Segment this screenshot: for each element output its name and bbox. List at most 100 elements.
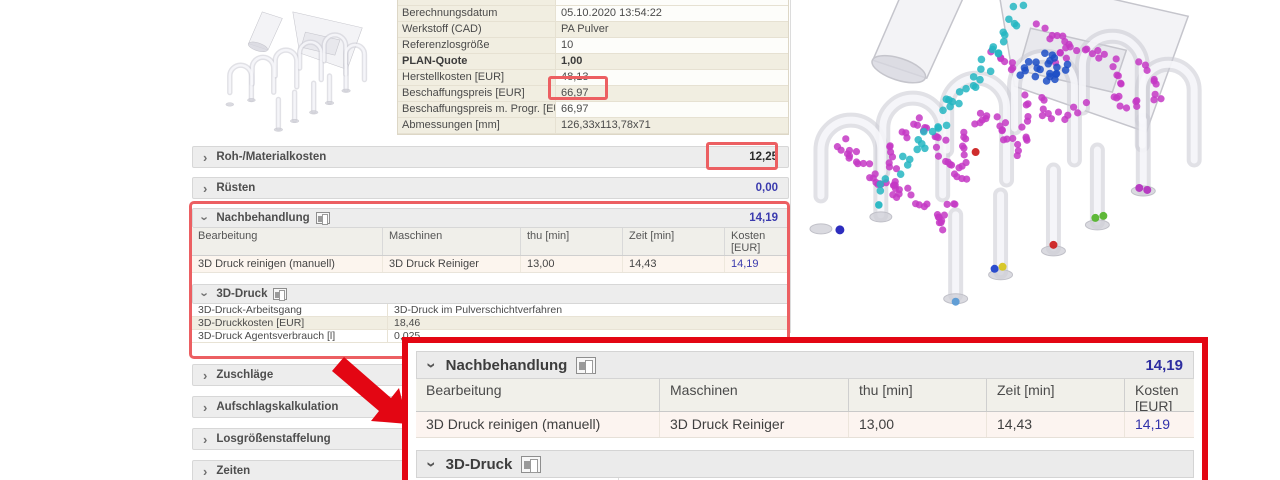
nachbehandlung-table-header-zoomed: Bearbeitung Maschinen thu [min] Zeit [mi… — [416, 379, 1194, 412]
chevron-right-icon: › — [203, 431, 208, 447]
detach-window-icon — [521, 455, 542, 473]
druck-value: 18,46 — [394, 317, 421, 329]
part-thumbnail — [195, 0, 387, 150]
zoom-callout: › Nachbehandlung 14,19 Bearbeitung Masch… — [402, 337, 1208, 480]
property-row-beschaffungspreis: Beschaffungspreis [EUR] 66,97 — [398, 86, 788, 102]
section-nachbehandlung[interactable]: › Nachbehandlung 14,19 — [192, 208, 789, 228]
section-nachbehandlung-zoomed: › Nachbehandlung 14,19 — [416, 351, 1194, 379]
property-row: Referenzlosgröße 10 — [398, 38, 788, 54]
property-value: PA Pulver — [556, 22, 788, 37]
column-header: Zeit [min] — [986, 379, 1124, 411]
section-3d-druck[interactable]: › 3D-Druck — [192, 284, 789, 304]
nachbehandlung-table-row-zoomed: 3D Druck reinigen (manuell) 3D Druck Rei… — [416, 412, 1194, 438]
chevron-right-icon: › — [203, 463, 208, 479]
cell-kosten: 14,19 — [1124, 412, 1194, 437]
druck-label: 3D-Druck-Arbeitsgang — [192, 304, 388, 316]
druck-row: 3D-Druckkosten [EUR] 18,46 — [192, 317, 789, 330]
property-value: 05.10.2020 13:54:22 — [556, 6, 788, 21]
property-row: Beschaffungspreis m. Progr. [EUR] 66,97 — [398, 102, 788, 118]
detach-window-icon[interactable] — [315, 212, 330, 225]
property-label: PLAN-Quote — [398, 54, 556, 69]
cell-bearbeitung: 3D Druck reinigen (manuell) — [426, 416, 601, 432]
chevron-down-icon: › — [197, 291, 213, 297]
analysis-3d-view[interactable] — [790, 0, 1280, 333]
nachbehandlung-table-header: Bearbeitung Maschinen thu [min] Zeit [mi… — [192, 228, 789, 256]
chevron-right-icon: › — [203, 180, 208, 196]
cell-zeit: 14,43 — [622, 256, 724, 272]
section-label: 3D-Druck — [216, 288, 268, 300]
property-row-plan-quote: PLAN-Quote 1,00 — [398, 54, 788, 70]
section-3d-druck-zoomed: › 3D-Druck — [416, 450, 1194, 478]
property-label: Abmessungen [mm] — [398, 118, 556, 133]
property-value: 48,13 — [556, 70, 788, 85]
property-label: Herstellkosten [EUR] — [398, 70, 556, 85]
column-header: Maschinen — [659, 379, 848, 411]
chevron-right-icon: › — [203, 367, 208, 383]
column-header: thu [min] — [520, 228, 622, 255]
column-header: Zeit [min] — [622, 228, 724, 255]
property-label — [398, 0, 556, 5]
nachbehandlung-table-row: 3D Druck reinigen (manuell) 3D Druck Rei… — [192, 256, 789, 273]
chevron-down-icon: › — [422, 461, 442, 467]
part-3d-model — [809, 0, 1202, 305]
druck-label: 3D-Druckkosten [EUR] — [192, 317, 388, 329]
section-label: 3D-Druck — [445, 455, 513, 473]
property-label: Beschaffungspreis m. Progr. [EUR] — [398, 102, 556, 117]
property-label: Beschaffungspreis [EUR] — [398, 86, 556, 101]
chevron-right-icon: › — [203, 149, 208, 165]
section-nachbehandlung-expanded: › Nachbehandlung 14,19 Bearbeitung Masch… — [192, 208, 789, 273]
druck-row: 3D-Druck-Arbeitsgang 3D-Druck im Pulvers… — [192, 304, 789, 317]
section-total: 14,19 — [1145, 356, 1183, 374]
section-ruesten[interactable]: › Rüsten 0,00 — [192, 177, 789, 199]
chevron-down-icon: › — [422, 362, 442, 368]
part-properties-table: Berechnungsdatum 05.10.2020 13:54:22 Wer… — [397, 0, 789, 135]
chevron-down-icon: › — [197, 215, 213, 221]
column-header: Kosten [EUR] — [724, 228, 789, 255]
property-label: Referenzlosgröße — [398, 38, 556, 53]
druck-value: 3D-Druck im Pulverschichtverfahren — [394, 304, 563, 316]
cell-thu: 13,00 — [848, 412, 986, 437]
property-row: Werkstoff (CAD) PA Pulver — [398, 22, 788, 38]
detach-window-icon[interactable] — [273, 288, 288, 301]
section-3d-druck-expanded: › 3D-Druck 3D-Druck-Arbeitsgang 3D-Druck… — [192, 284, 789, 343]
cell-kosten: 14,19 — [724, 256, 789, 272]
section-total: 0,00 — [755, 182, 778, 194]
property-value: 10 — [556, 38, 788, 53]
property-row: Herstellkosten [EUR] 48,13 — [398, 70, 788, 86]
druck-row-zoomed: 3D-Druck-Arbeitsgang 3D-Druck im Pulvers… — [416, 478, 1194, 480]
property-label: Berechnungsdatum — [398, 6, 556, 21]
property-value: 66,97 — [556, 86, 788, 101]
section-label: Zuschläge — [216, 369, 274, 381]
section-label: Zeiten — [216, 465, 251, 477]
column-header: Bearbeitung — [198, 230, 258, 242]
property-row-clipped — [398, 0, 788, 6]
druck-label: 3D-Druck Agentsverbrauch [l] — [192, 330, 388, 342]
property-value — [556, 0, 788, 5]
column-header: Bearbeitung — [426, 382, 502, 398]
section-label: Nachbehandlung — [216, 212, 310, 224]
property-value: 126,33x113,78x71 — [556, 118, 788, 133]
property-row: Abmessungen [mm] 126,33x113,78x71 — [398, 118, 788, 134]
section-label: Losgrößenstaffelung — [216, 433, 331, 445]
cell-maschinen: 3D Druck Reiniger — [382, 256, 520, 272]
druck-label: 3D-Druck-Arbeitsgang — [416, 478, 619, 480]
property-value: 66,97 — [556, 102, 788, 117]
column-header: Maschinen — [382, 228, 520, 255]
section-label: Roh-/Materialkosten — [216, 151, 327, 163]
section-label: Rüsten — [216, 182, 256, 194]
cell-thu: 13,00 — [520, 256, 622, 272]
property-row: Berechnungsdatum 05.10.2020 13:54:22 — [398, 6, 788, 22]
section-label: Nachbehandlung — [445, 356, 568, 374]
chevron-right-icon: › — [203, 399, 208, 415]
cost-driver-points — [833, 1, 1165, 306]
column-header: Kosten [EUR] — [1124, 379, 1194, 411]
property-value: 1,00 — [556, 54, 788, 69]
section-label: Aufschlagskalkulation — [216, 401, 339, 413]
section-total: 14,19 — [749, 212, 778, 224]
cell-maschinen: 3D Druck Reiniger — [659, 412, 848, 437]
property-label: Werkstoff (CAD) — [398, 22, 556, 37]
cell-zeit: 14,43 — [986, 412, 1124, 437]
section-roh-materialkosten[interactable]: › Roh-/Materialkosten 12,25 — [192, 146, 789, 168]
cell-bearbeitung: 3D Druck reinigen (manuell) — [198, 258, 335, 270]
